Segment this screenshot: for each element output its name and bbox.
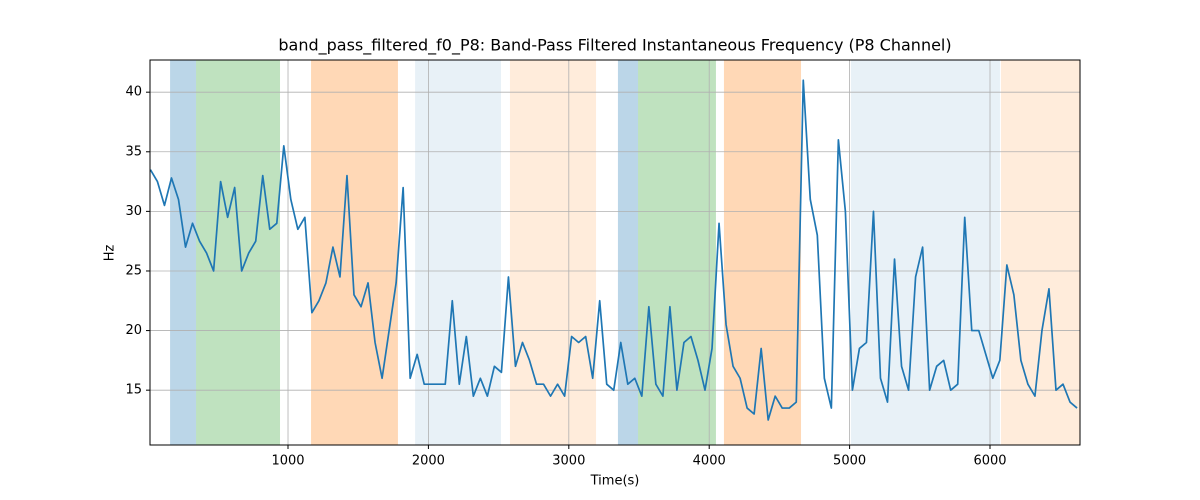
shaded-span bbox=[509, 60, 597, 445]
y-tick-label: 15 bbox=[125, 383, 142, 398]
y-tick-label: 30 bbox=[125, 204, 142, 219]
y-axis-label: Hz bbox=[103, 245, 118, 262]
y-tick-label: 25 bbox=[125, 263, 142, 278]
x-tick-label: 2000 bbox=[412, 454, 445, 469]
shaded-span bbox=[415, 60, 501, 445]
x-tick-label: 1000 bbox=[271, 454, 304, 469]
y-tick-label: 35 bbox=[125, 144, 142, 159]
chart-title: band_pass_filtered_f0_P8: Band-Pass Filt… bbox=[278, 36, 951, 56]
shaded-span bbox=[851, 60, 1000, 445]
shaded-span bbox=[196, 60, 281, 445]
shaded-span bbox=[311, 60, 398, 445]
shaded-span bbox=[170, 60, 197, 445]
plot-frame bbox=[149, 59, 1081, 446]
shaded-span bbox=[617, 60, 639, 445]
shaded-span bbox=[723, 60, 802, 445]
x-tick-label: 3000 bbox=[552, 454, 585, 469]
x-tick-label: 4000 bbox=[693, 454, 726, 469]
y-tick-label: 20 bbox=[125, 323, 142, 338]
x-tick-label: 6000 bbox=[973, 454, 1006, 469]
x-axis-label: Time(s) bbox=[590, 474, 640, 489]
shaded-span bbox=[1000, 60, 1080, 445]
y-tick-label: 40 bbox=[125, 85, 142, 100]
x-tick-label: 5000 bbox=[833, 454, 866, 469]
data-line bbox=[150, 79, 1078, 421]
